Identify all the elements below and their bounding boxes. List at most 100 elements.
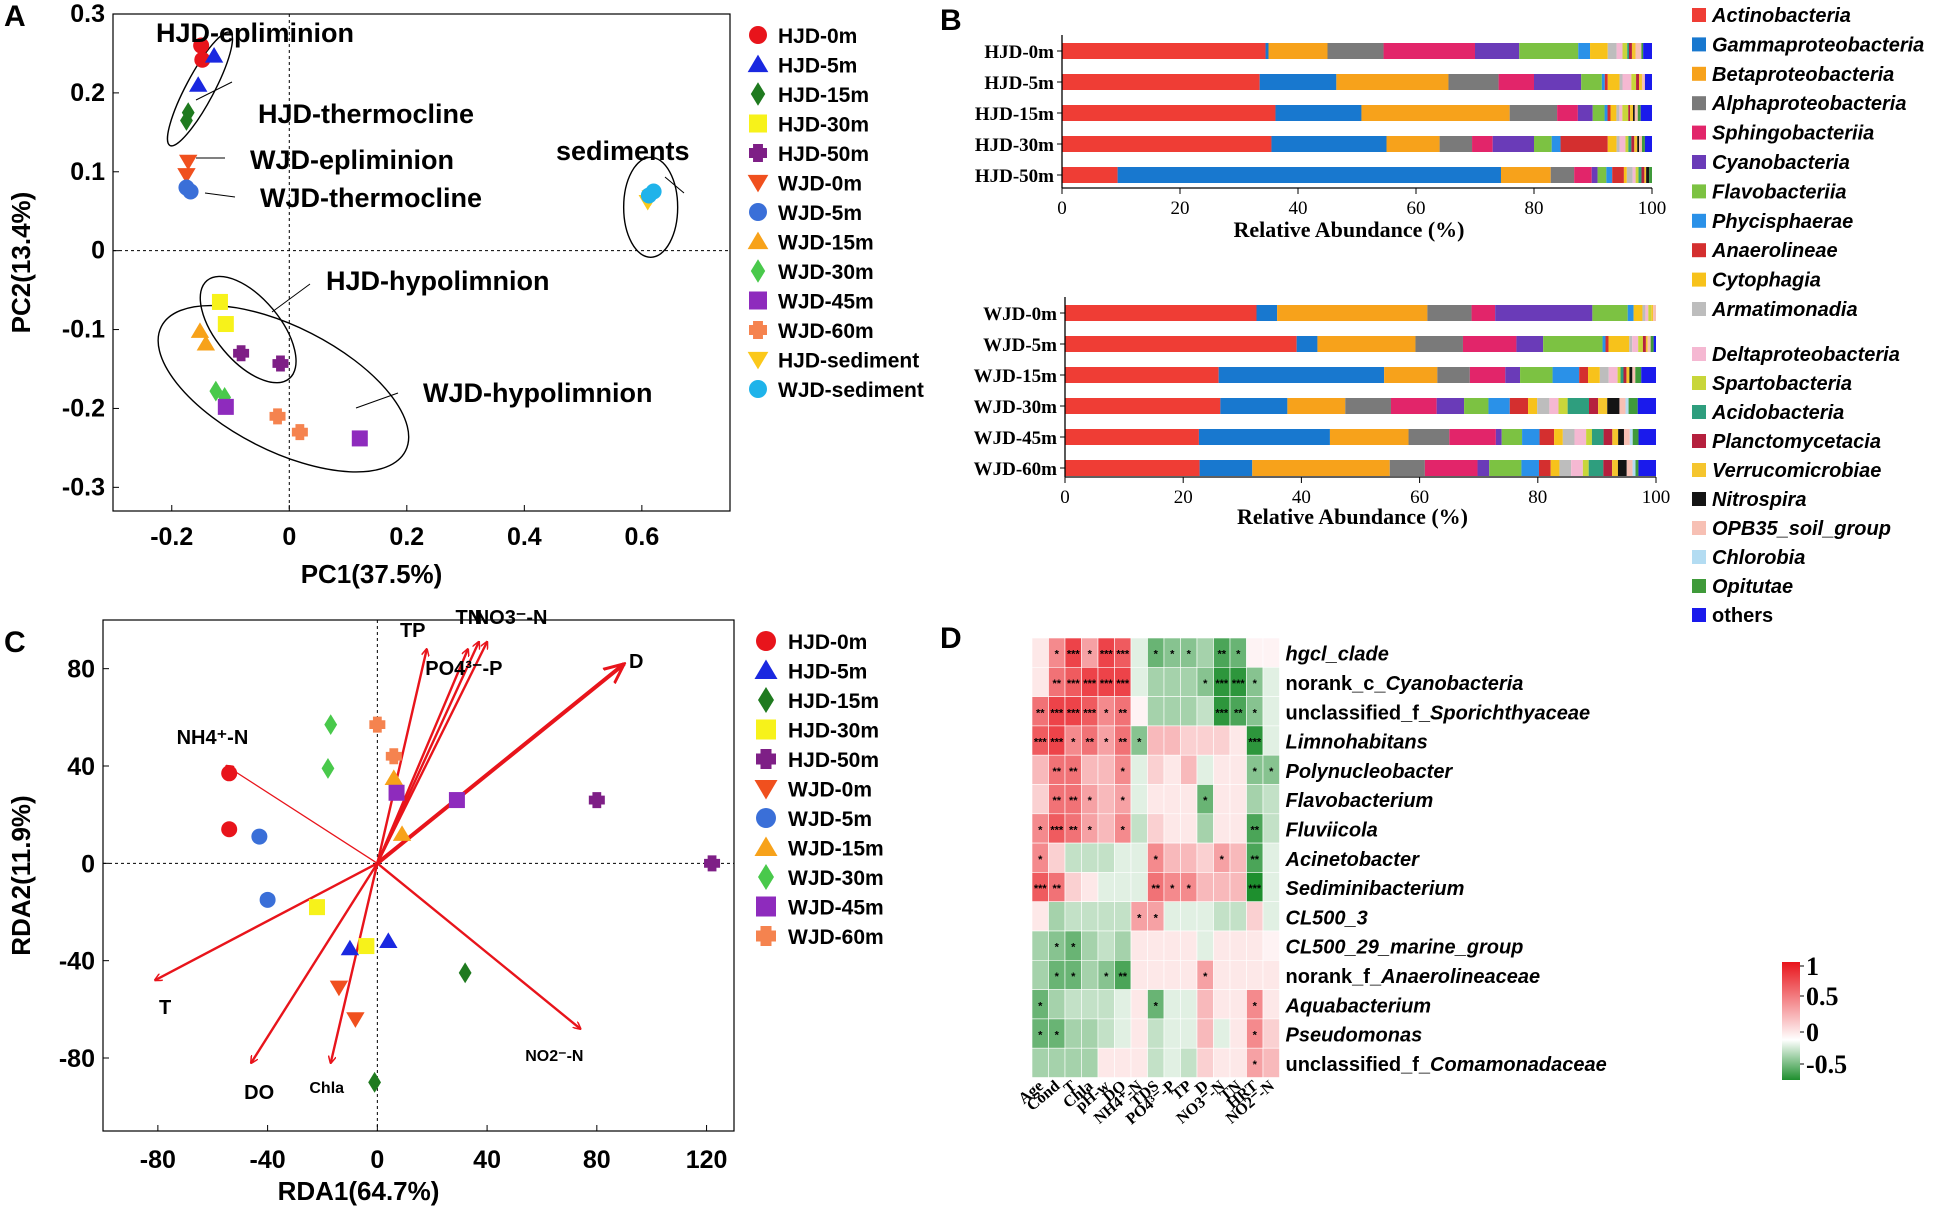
heatmap-cell <box>1213 784 1231 815</box>
bar-segment <box>1644 167 1647 183</box>
row-label-prefix: unclassified_f_ <box>1286 1054 1431 1076</box>
bar-segment <box>1619 136 1626 152</box>
x-axis-title: Relative Abundance (%) <box>1237 504 1468 529</box>
bar-segment <box>1560 136 1608 152</box>
legend-marker <box>749 203 767 221</box>
data-point <box>179 154 198 171</box>
bar-segment <box>1619 398 1626 414</box>
sample-label-hjd-30m: HJD-30m <box>975 135 1054 156</box>
bar-segment <box>1554 429 1563 445</box>
bar-segment <box>1252 460 1390 476</box>
bar-segment <box>1608 367 1618 383</box>
heatmap-cell <box>1213 959 1231 990</box>
significance-mark: ** <box>1250 854 1259 866</box>
heatmap-cell <box>1114 872 1132 903</box>
legend-swatch <box>1692 272 1706 287</box>
significance-mark: * <box>1187 649 1192 661</box>
bar-segment <box>1436 398 1465 414</box>
heatmap-cell <box>1064 872 1082 903</box>
bar-segment <box>1534 74 1582 90</box>
x-tick-label: 20 <box>1171 198 1190 219</box>
heatmap-cell <box>1097 901 1115 932</box>
panel-label-b: B <box>940 4 962 37</box>
bar-segment <box>1632 336 1639 352</box>
significance-mark: * <box>1253 766 1258 778</box>
legend-label-anaerolineae: Anaerolineae <box>1711 240 1838 262</box>
legend-marker <box>749 26 767 44</box>
bar-segment <box>1592 105 1605 121</box>
significance-mark: * <box>1038 1000 1043 1012</box>
legend-label-cyanobacteria: Cyanobacteria <box>1712 152 1850 174</box>
legend-marker <box>749 114 767 133</box>
bar-segment <box>1198 429 1330 445</box>
legend-label-deltaproteobacteria: Deltaproteobacteria <box>1712 344 1900 366</box>
vector-label-po4-p: PO4³⁻-P <box>425 658 502 680</box>
legend-label-chlorobia: Chlorobia <box>1712 547 1805 569</box>
x-tick-label: 80 <box>1528 487 1547 508</box>
bar-segment <box>1640 105 1652 121</box>
heatmap-cell <box>1180 696 1198 727</box>
panel-label-a: A <box>4 0 26 33</box>
data-point <box>324 714 338 736</box>
bar-segment <box>1637 136 1640 152</box>
bar-segment <box>1597 167 1607 183</box>
bar-segment <box>1641 74 1645 90</box>
sample-label-hjd-50m: HJD-50m <box>975 166 1054 187</box>
bar-segment <box>1636 74 1640 90</box>
vector-arrow-tn <box>376 642 479 864</box>
heatmap-cell <box>1180 1047 1198 1078</box>
legend-swatch <box>1692 66 1706 81</box>
bar-segment <box>1641 367 1656 383</box>
bar-segment <box>1635 367 1642 383</box>
bar-segment <box>1471 305 1496 321</box>
row-label-norank-f-anaerolineaceae: norank_f_Anaerolineaceae <box>1286 966 1541 988</box>
x-tick-label: 0.6 <box>624 523 659 551</box>
row-label-taxon: Comamonadaceae <box>1430 1054 1607 1076</box>
heatmap-cell <box>1130 1018 1148 1049</box>
heatmap-cell <box>1031 666 1049 697</box>
bar-segment <box>1637 105 1641 121</box>
x-tick-label: 40 <box>1292 487 1311 508</box>
significance-mark: * <box>1253 1059 1258 1071</box>
row-label-fluviicola: Fluviicola <box>1286 819 1378 841</box>
legend-label-opb35-soil-group: OPB35_soil_group <box>1712 518 1891 540</box>
legend-label-others: others <box>1712 605 1773 627</box>
significance-mark: ** <box>1118 737 1127 749</box>
bar-segment <box>1629 429 1633 445</box>
bar-segment <box>1607 398 1620 414</box>
legend-swatch <box>1692 243 1706 258</box>
significance-mark: * <box>1121 795 1126 807</box>
bar-segment <box>1628 105 1631 121</box>
legend-swatch <box>1692 463 1706 477</box>
vector-arrow-chla <box>331 863 379 1063</box>
bar-segment <box>1268 43 1328 59</box>
significance-mark: *** <box>1232 678 1246 690</box>
significance-mark: ** <box>1069 766 1078 778</box>
bar-segment <box>1509 398 1529 414</box>
leader-line <box>204 192 236 198</box>
heatmap-cell <box>1246 959 1264 990</box>
bar-segment <box>1500 167 1551 183</box>
bar-segment <box>1271 136 1387 152</box>
heatmap-cell <box>1130 872 1148 903</box>
row-label-taxon: Fluviicola <box>1286 819 1378 841</box>
legend-label-hjd-0m: HJD-0m <box>778 25 857 48</box>
significance-mark: * <box>1137 912 1142 924</box>
bar-segment <box>1617 460 1627 476</box>
bar-segment <box>1612 167 1624 183</box>
significance-mark: * <box>1088 824 1093 836</box>
data-point <box>269 408 286 425</box>
significance-mark: * <box>1121 824 1126 836</box>
data-point <box>221 765 238 782</box>
bar-segment <box>1638 167 1642 183</box>
bar-segment <box>1607 74 1620 90</box>
bar-segment <box>1492 136 1534 152</box>
heatmap-cell <box>1213 1047 1231 1078</box>
significance-mark: * <box>1104 737 1109 749</box>
x-tick-label: 120 <box>686 1146 728 1174</box>
legend-swatch <box>1692 96 1706 111</box>
legend-label-cytophagia: Cytophagia <box>1712 270 1821 292</box>
bar-segment <box>1559 460 1572 476</box>
vector-label-do: DO <box>244 1082 274 1104</box>
